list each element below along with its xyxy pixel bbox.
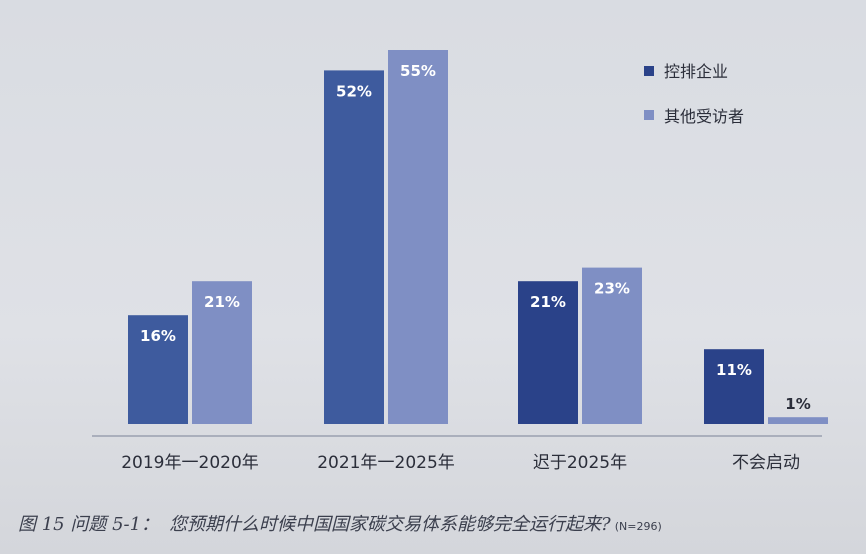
data-label-1-2: 52% [336,82,372,100]
figure-question: 您预期什么时候中国国家碳交易体系能够完全运行起来? [169,514,611,535]
category-label-3: 迟于2025年 [533,453,627,473]
bars-group: 16% 21% 52% 55% 21% 23% 11% 1% [128,50,828,425]
legend-label-series-1: 控排企业 [664,62,728,81]
legend-swatch-series-1 [644,66,654,76]
data-label-1-4: 11% [716,361,752,379]
bar-1-4 [704,349,764,424]
bar-2-4 [768,417,828,424]
legend: 控排企业 其他受访者 [644,62,744,126]
sample-size-note: (N=296) [614,520,662,533]
figure-number: 图 15 问题 5-1： [18,514,160,535]
bar-2-3 [582,267,642,424]
data-label-2-2: 55% [400,62,436,80]
category-label-1: 2019年一2020年 [121,453,259,473]
data-label-2-1: 21% [204,293,240,311]
category-label-2: 2021年一2025年 [317,453,455,473]
bar-1-3 [518,281,578,424]
data-label-2-4: 1% [785,395,810,413]
legend-swatch-series-2 [644,110,654,120]
bar-1-1 [128,315,188,424]
legend-label-series-2: 其他受访者 [664,107,744,126]
data-label-1-1: 16% [140,327,176,345]
figure-caption: 图 15 问题 5-1： 您预期什么时候中国国家碳交易体系能够完全运行起来? (N=… [18,510,858,536]
category-label-4: 不会启动 [732,453,800,473]
bar-2-2 [388,50,448,424]
data-label-1-3: 21% [530,293,566,311]
bar-2-1 [192,281,252,424]
data-label-2-3: 23% [594,280,630,298]
category-labels: 2019年一2020年 2021年一2025年 迟于2025年 不会启动 [121,453,800,473]
bar-1-2 [324,70,384,425]
